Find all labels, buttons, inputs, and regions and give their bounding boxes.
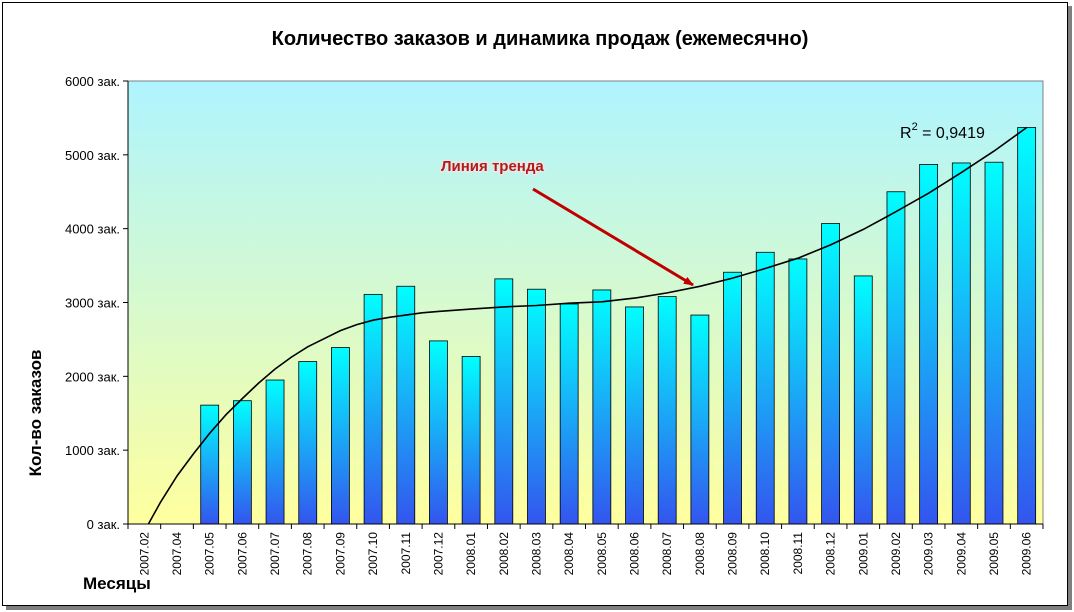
y-tick-label: 5000 зак. [65, 148, 120, 163]
bar [331, 347, 350, 525]
r-squared-label: R2 = 0,9419 [900, 121, 985, 142]
annotation-arrow [532, 187, 694, 287]
y-tick-label: 2000 зак. [65, 369, 120, 384]
x-tick-label: 2008.10 [758, 532, 772, 576]
r-squared-r: R [900, 125, 912, 142]
bar [232, 400, 252, 525]
bar [200, 404, 220, 525]
x-tick-label: 2007.09 [333, 532, 347, 576]
x-tick-label: 2009.03 [922, 532, 936, 576]
r-squared-sup: 2 [912, 121, 918, 133]
x-tick-label: 2008.03 [529, 532, 543, 576]
bar [657, 296, 677, 525]
bar [527, 288, 546, 525]
x-tick-label: 2008.11 [791, 532, 805, 575]
x-tick-label: 2007.08 [301, 532, 315, 576]
chart-frame: Количество заказов и динамика продаж (еж… [2, 2, 1068, 606]
bar [690, 314, 710, 525]
x-axis-title: Месяцы [83, 574, 151, 593]
x-tick-label: 2008.09 [726, 532, 740, 576]
bar [429, 340, 448, 525]
bar [853, 275, 873, 525]
x-tick-label: 2009.02 [889, 532, 903, 576]
bar-series [200, 127, 1037, 525]
x-tick-label: 2007.12 [431, 532, 445, 576]
chart-canvas: Количество заказов и динамика продаж (еж… [26, 28, 1044, 593]
annotation-label: Линия тренда [441, 158, 544, 175]
bar [363, 293, 383, 525]
x-tick-label: 2008.05 [595, 532, 609, 576]
bar [592, 289, 612, 525]
bar [265, 379, 285, 525]
bar [494, 278, 514, 525]
bar [984, 161, 1004, 525]
x-axis-ticks: 2007.02 2007.04 2007.05 2007.06 2007.07 2007.… [127, 524, 1044, 576]
bar [886, 191, 906, 525]
x-tick-label: 2007.07 [268, 532, 282, 576]
bar [625, 306, 644, 525]
x-tick-label: 2009.06 [1020, 532, 1034, 576]
y-tick-label: 1000 зак. [65, 443, 120, 458]
trendline-path [147, 126, 1028, 525]
y-axis-ticks: 0 зак. 1000 зак. 2000 зак. 3000 зак. 4000 за… [65, 74, 128, 532]
bar [821, 223, 840, 525]
y-tick-label: 3000 зак. [65, 296, 120, 311]
x-tick-label: 2007.04 [170, 532, 184, 576]
bar [951, 162, 971, 525]
x-tick-label: 2008.06 [628, 532, 642, 576]
x-tick-label: 2007.10 [366, 532, 380, 576]
x-tick-label: 2008.02 [497, 532, 511, 576]
bar [559, 303, 579, 525]
bar [755, 251, 775, 525]
x-tick-label: 2007.05 [203, 532, 217, 576]
x-tick-label: 2007.06 [235, 532, 249, 576]
y-axis-title: Кол-во заказов [26, 350, 45, 477]
bar [396, 285, 416, 525]
bar [723, 271, 742, 525]
y-tick-label: 0 зак. [87, 517, 120, 532]
bar [919, 164, 939, 525]
x-tick-label: 2008.08 [693, 532, 707, 576]
x-tick-label: 2009.04 [954, 532, 968, 576]
bar [461, 355, 481, 525]
r-squared-value: = 0,9419 [918, 125, 985, 142]
x-tick-label: 2007.11 [399, 532, 413, 575]
bar [788, 258, 808, 525]
x-tick-label: 2009.01 [856, 532, 870, 576]
bar [1017, 127, 1037, 525]
x-tick-label: 2008.12 [824, 532, 838, 576]
x-tick-label: 2008.04 [562, 532, 576, 576]
x-tick-label: 2009.05 [987, 532, 1001, 576]
x-tick-label: 2008.01 [464, 532, 478, 576]
y-tick-label: 6000 зак. [65, 74, 120, 89]
bar [298, 361, 318, 525]
y-tick-label: 4000 зак. [65, 222, 120, 237]
x-tick-label: 2007.02 [137, 532, 151, 576]
trendline [147, 126, 1028, 525]
chart-title: Количество заказов и динамика продаж (еж… [272, 28, 809, 50]
x-tick-label: 2008.07 [660, 532, 674, 576]
